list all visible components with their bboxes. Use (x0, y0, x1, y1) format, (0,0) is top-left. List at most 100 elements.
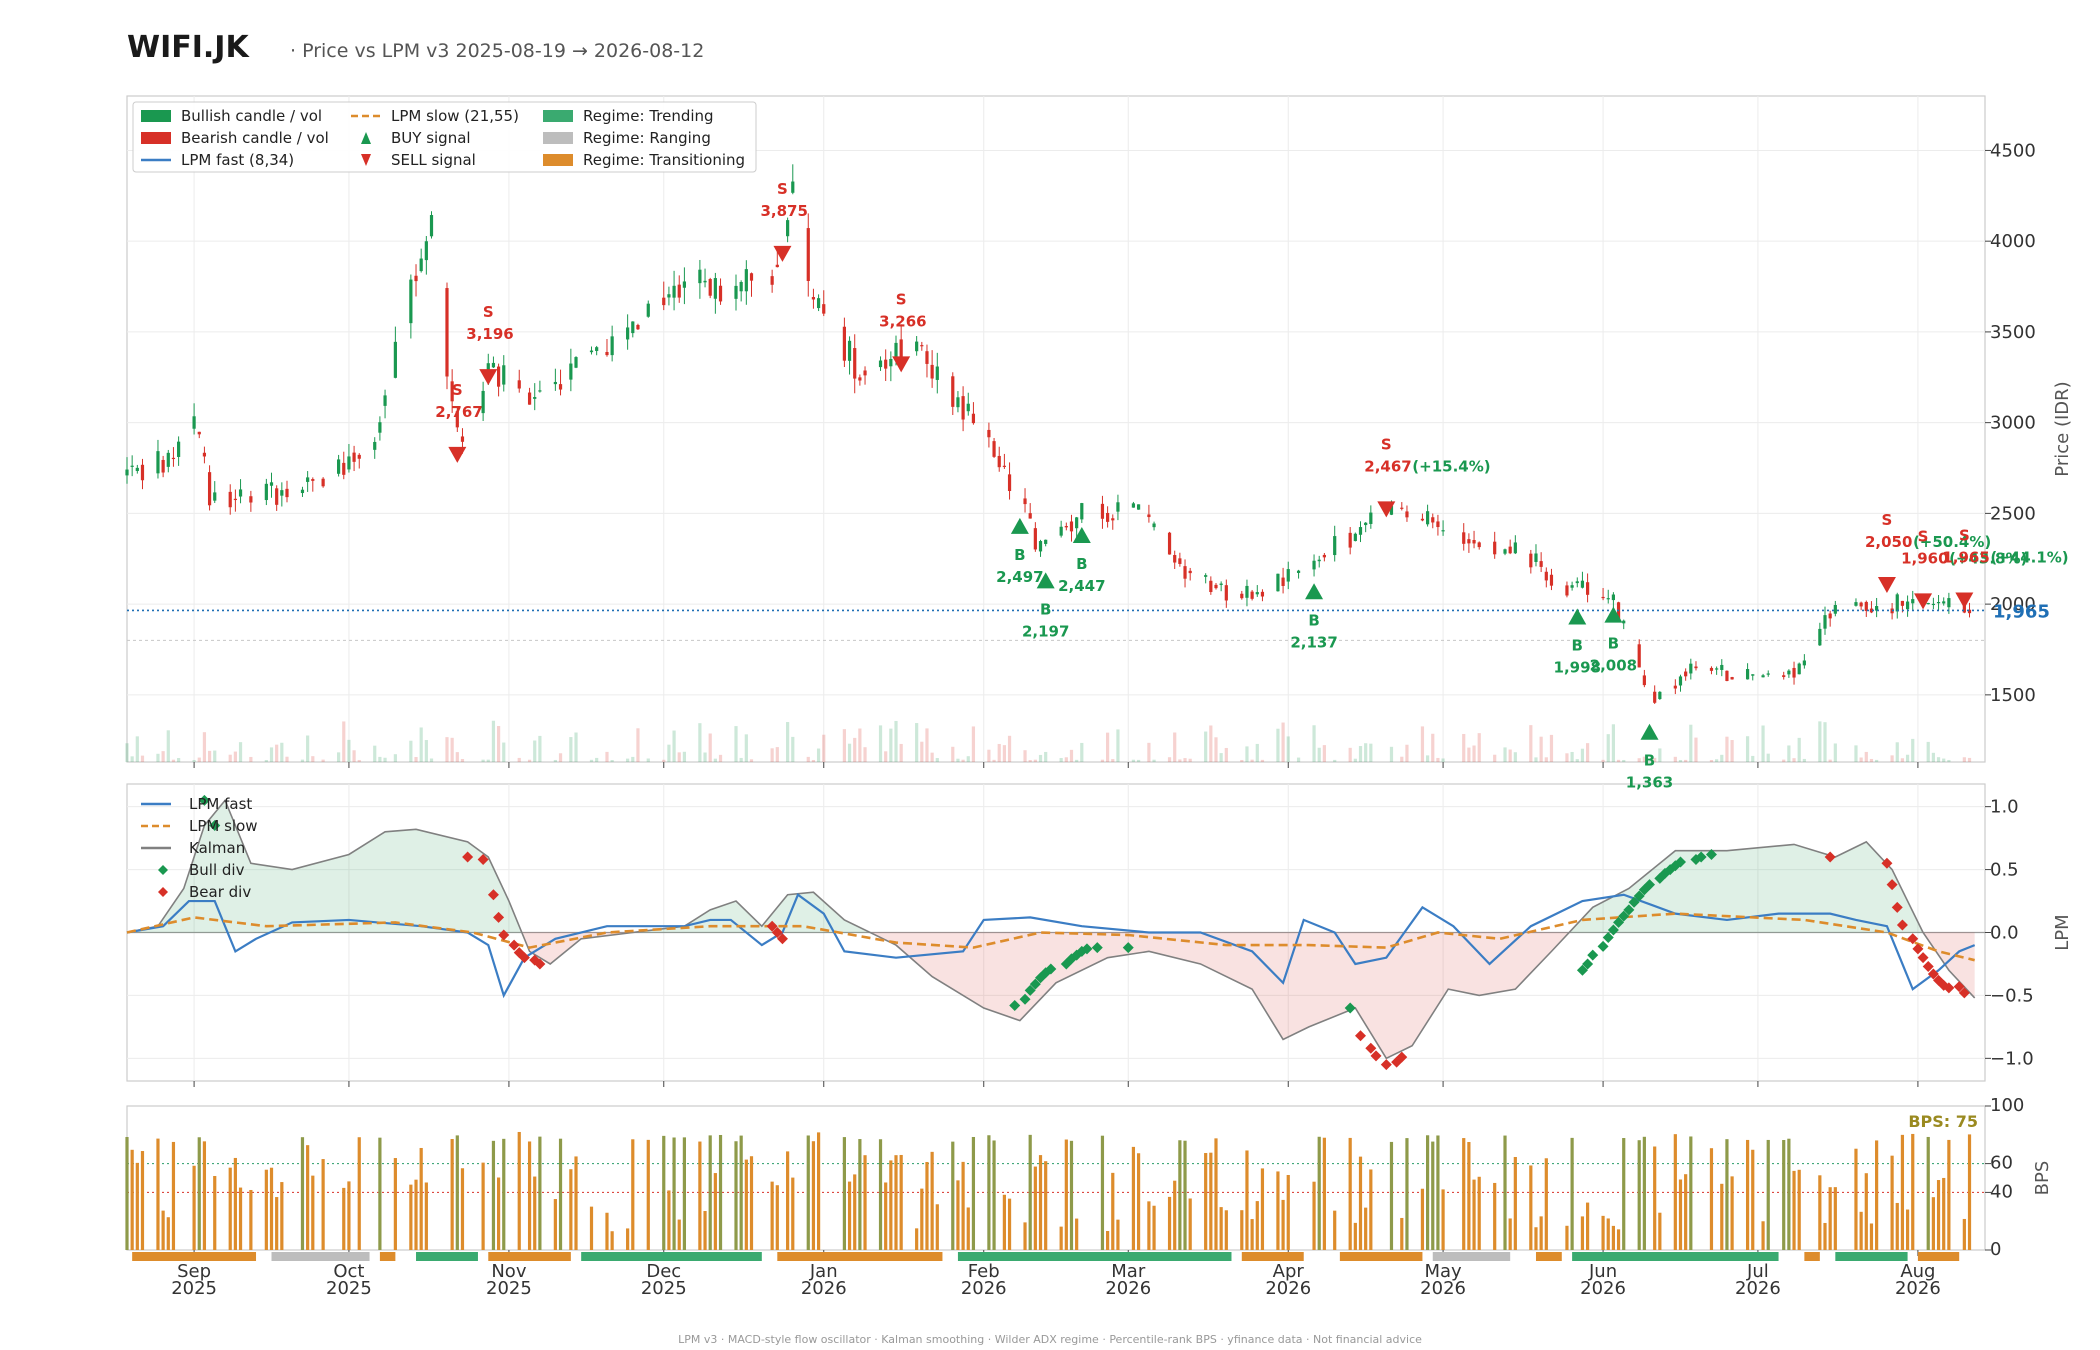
bps-bar (269, 1167, 274, 1250)
volume-bar (1389, 746, 1394, 762)
sell-signal-letter: S (1381, 435, 1392, 453)
volume-bar (1570, 751, 1574, 762)
volume-bar (1348, 747, 1352, 762)
bps-bar (419, 1147, 423, 1250)
bullish-candle (1358, 527, 1363, 535)
bps-bar (1864, 1173, 1868, 1250)
bps-bar (889, 1160, 893, 1250)
sell-signal-letter: S (896, 290, 907, 308)
bullish-candle (1751, 674, 1755, 676)
volume-bar (1823, 722, 1827, 762)
bps-bar (1033, 1166, 1037, 1250)
volume-bar (1606, 734, 1610, 762)
bearish-candle (1023, 498, 1027, 505)
bullish-candle (626, 327, 630, 340)
volume-bar (1967, 757, 1972, 762)
volume-bar (1720, 754, 1724, 762)
volume-bar (636, 728, 640, 762)
lpm-tick-label: −0.5 (1990, 985, 2034, 1006)
bullish-candle (1570, 585, 1574, 588)
bearish-candle (285, 488, 289, 498)
volume-bar (171, 759, 176, 762)
bps-bar (569, 1169, 573, 1250)
bps-bar (1286, 1174, 1290, 1250)
bps-bar (1616, 1229, 1621, 1250)
legend-label: LPM fast (8,34) (181, 151, 294, 169)
bps-bar (125, 1137, 129, 1250)
bps-bar (553, 1199, 557, 1250)
bullish-candle (713, 278, 717, 299)
volume-bar (1405, 744, 1409, 762)
bullish-candle (956, 397, 960, 408)
volume-bar (269, 747, 274, 762)
volume-bar (646, 758, 650, 762)
bps-bar (1023, 1222, 1027, 1250)
bps-bar (842, 1137, 846, 1250)
bullish-candle (1286, 569, 1290, 582)
bps-bar (1028, 1134, 1032, 1250)
bullish-candle (1276, 573, 1280, 592)
buy-signal-marker (1010, 517, 1029, 534)
bull-divergence-marker (1045, 963, 1057, 975)
bps-bar (682, 1137, 686, 1250)
chart-subtitle: · Price vs LPM v3 2025-08-19 → 2026-08-1… (290, 40, 705, 62)
bullish-candle (1766, 673, 1770, 675)
bullish-candle (378, 422, 382, 433)
bull-divergence-marker (1644, 879, 1656, 891)
volume-bar (703, 752, 707, 762)
bearish-candle (961, 396, 965, 420)
volume-bar (626, 758, 630, 762)
volume-bar (971, 726, 976, 762)
bearish-candle (450, 381, 454, 402)
volume-bar (1725, 736, 1729, 762)
bullish-candle (300, 489, 305, 494)
volume-bar (739, 757, 743, 762)
price-tick-label: 3000 (1990, 413, 2036, 434)
bearish-candle (342, 462, 346, 475)
volume-bar (1131, 759, 1136, 762)
sell-signal-letter: S (1959, 526, 1970, 544)
bps-bar (280, 1182, 284, 1250)
volume-bar (1312, 725, 1316, 762)
buy-signal-letter: B (1076, 555, 1087, 573)
volume-bar (1075, 759, 1079, 762)
bearish-candle (718, 285, 723, 302)
buy-signal-price: 1,363 (1626, 774, 1673, 792)
bear-divergence-marker (766, 920, 778, 932)
bullish-candle (553, 381, 557, 385)
buy-signal-letter: B (1014, 546, 1025, 564)
bearish-candle (1002, 465, 1006, 467)
buy-signal-letter: B (1308, 611, 1319, 629)
bps-bar (1250, 1219, 1254, 1250)
bull-divergence-marker (1091, 942, 1103, 954)
volume-bar (249, 756, 253, 762)
bearish-candle (1782, 675, 1786, 678)
volume-bar (238, 742, 243, 762)
bullish-candle (878, 360, 883, 368)
bps-bar (951, 1141, 955, 1250)
bps-bar (130, 1149, 134, 1250)
x-tick-year: 2026 (801, 1278, 847, 1299)
sell-signal-marker (892, 356, 911, 373)
bps-bar (853, 1174, 857, 1250)
volume-bar (997, 743, 1001, 762)
volume-bar (1745, 736, 1750, 762)
bearish-candle (1100, 503, 1105, 519)
bullish-candle (646, 303, 650, 317)
bullish-candle (1926, 602, 1930, 605)
bullish-candle (264, 483, 268, 501)
volume-bar (925, 728, 929, 762)
volume-bar (718, 754, 723, 762)
bullish-candle (156, 451, 160, 474)
bearish-candle (1436, 521, 1440, 528)
legend-label: Regime: Trending (583, 107, 714, 125)
regime-segment-transitioning (1804, 1252, 1820, 1261)
bps-bar (1173, 1180, 1177, 1250)
bps-bar (1684, 1174, 1688, 1250)
regime-segment-trending (416, 1252, 478, 1261)
bullish-candle (1833, 605, 1837, 614)
volume-bar (1038, 754, 1043, 762)
volume-bar (285, 756, 289, 762)
bearish-candle (414, 275, 418, 282)
price-tick-label: 1500 (1990, 685, 2036, 706)
